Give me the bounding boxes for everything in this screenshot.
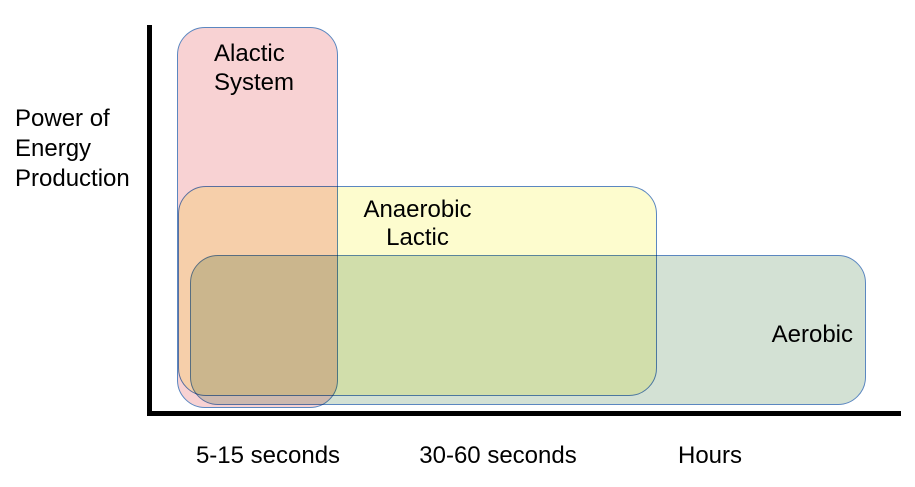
anaerobic-label-line-1: Anaerobic <box>363 196 472 223</box>
alactic-label-line-2: System <box>214 69 295 96</box>
x-axis-tick-label-5-15-seconds: 5-15 seconds <box>195 442 341 469</box>
x-axis-tick-label-30-60-seconds: 30-60 seconds <box>419 442 577 469</box>
x-axis-line <box>147 411 901 416</box>
y-axis-label-line-2: Energy <box>15 135 92 162</box>
anaerobic-lactic-label: Anaerobic Lactic <box>179 196 656 252</box>
y-axis-label: Power of Energy Production <box>15 104 130 194</box>
alactic-system-label: Alactic System <box>214 39 294 97</box>
aerobic-label-line-1: Aerobic <box>771 321 853 348</box>
y-axis-label-line-1: Power of <box>15 105 110 132</box>
x-axis-tick-label-hours: Hours <box>677 442 743 469</box>
aerobic-box: Aerobic <box>190 255 866 405</box>
aerobic-label: Aerobic <box>772 320 853 349</box>
alactic-label-line-1: Alactic <box>214 40 285 67</box>
y-axis-label-line-3: Production <box>15 165 130 192</box>
anaerobic-label-line-2: Lactic <box>386 224 449 251</box>
y-axis-line <box>147 25 152 416</box>
